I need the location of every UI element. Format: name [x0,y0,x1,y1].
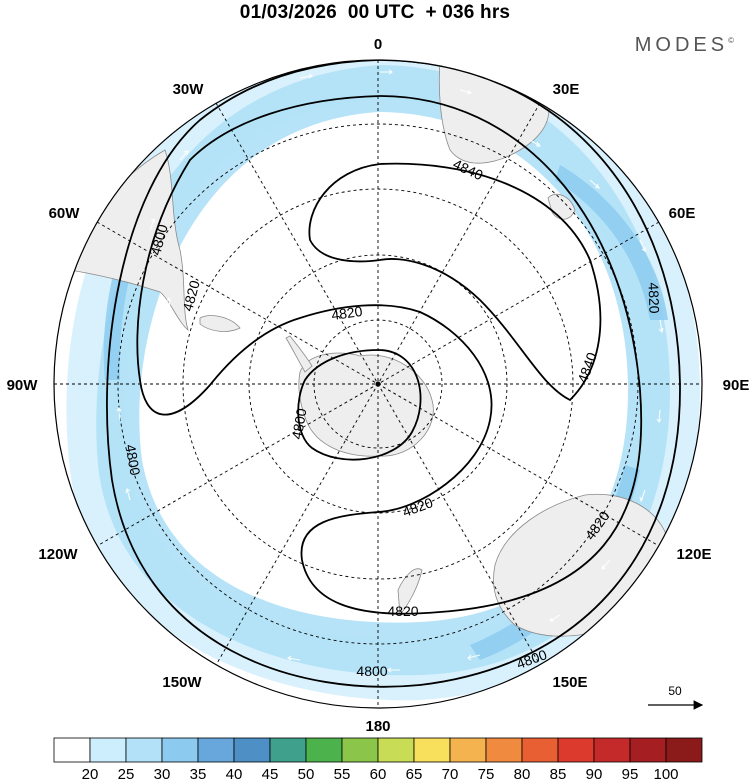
colorbar-tick-label: 25 [118,766,135,782]
australia [493,493,669,637]
colorbar-tick-label: 85 [550,766,567,782]
jet-core-southeast [470,465,640,660]
colorbar-swatch [665,737,703,763]
longitude-labels: 0 30E 60E 90E 120E 150E 180 150W 120W 90… [7,36,750,735]
contour-label: 4800 [122,443,143,477]
colorbar-tick-label: 80 [514,766,531,782]
colorbar-swatch [161,737,199,763]
contour-4800-inner [297,349,422,461]
colorbar-tick-label: 50 [298,766,315,782]
colorbar-swatch [341,737,379,763]
colorbar-swatch [89,737,127,763]
contour-labels: 4840 4840 4820 4820 4820 4820 4820 4820 … [122,156,662,679]
colorbar: 20 25 30 35 40 45 50 55 60 65 70 75 80 85 90 95 100 [53,737,703,782]
lon-label-120e: 120E [676,546,711,563]
colorbar-swatch [557,737,595,763]
colorbar-tick-label: 95 [622,766,639,782]
map-border [53,59,703,709]
colorbar-swatch [521,737,559,763]
lon-label-120w: 120W [38,546,78,563]
height-contours [106,60,681,688]
colorbar-tick-label: 60 [370,766,387,782]
colorbar-swatch [125,737,163,763]
lon-label-60w: 60W [49,205,81,222]
lon-label-60e: 60E [669,205,696,222]
contour-4840 [308,162,602,402]
brand-mark: © [728,36,734,45]
lon-label-30e: 30E [553,81,580,98]
colorbar-tick-label: 45 [262,766,279,782]
lon-label-0: 0 [374,36,382,53]
south-pole-marker [375,381,381,387]
colorbar-swatch [305,737,343,763]
falkland-islands [199,315,241,332]
contour-label: 4820 [400,494,435,520]
colorbar-tick-label: 20 [82,766,99,782]
lon-label-150e: 150E [552,674,587,691]
contour-label: 4800 [147,222,171,256]
contour-4800 [106,60,681,688]
wind-vectors [116,69,664,673]
colorbar-swatch [197,737,235,763]
contour-label: 4820 [387,603,418,619]
lon-label-180: 180 [365,718,390,735]
colorbar-swatch [629,737,667,763]
contour-label: 4800 [288,407,309,441]
colorbar-tick-label: 55 [334,766,351,782]
contour-label: 4820 [179,278,203,312]
colorbar-tick-label: 75 [478,766,495,782]
colorbar-swatch [233,737,271,763]
lon-label-150w: 150W [162,674,202,691]
colorbar-tick-label: 30 [154,766,171,782]
contour-label: 4840 [574,350,600,385]
wind-speed-shading [66,60,700,701]
colorbar-tick-label: 90 [586,766,603,782]
jet-core-west [103,220,145,380]
contour-label: 4820 [645,282,662,314]
colorbar-tick-label: 40 [226,766,243,782]
brand-name: MODES [634,34,729,56]
reference-vector-value: 50 [668,684,682,698]
colorbar-swatch [269,737,307,763]
antarctic-peninsula [285,335,313,373]
new-zealand [397,568,423,617]
colorbar-tick-label: 100 [653,766,678,782]
colorbar-swatch [593,737,631,763]
lon-label-90e: 90E [723,377,750,394]
colorbar-swatch [449,737,487,763]
contour-label: 4820 [330,303,363,323]
jet-core-east [555,165,668,320]
brand-logo: MODES© [635,34,734,57]
colorbar-tick-label: 70 [442,766,459,782]
lon-label-90w: 90W [7,377,39,394]
colorbar-swatch [377,737,415,763]
colorbar-swatch [485,737,523,763]
colorbar-tick-label: 35 [190,766,207,782]
contour-4820-outer [136,95,643,615]
map-title: 01/03/2026 00 UTC + 036 hrs [239,2,511,23]
reference-vector: 50 [648,684,704,710]
colorbar-swatch [53,737,91,763]
colorbar-tick-label: 65 [406,766,423,782]
lon-label-30w: 30W [173,81,205,98]
contour-label: 4800 [356,663,387,679]
colorbar-swatch [413,737,451,763]
